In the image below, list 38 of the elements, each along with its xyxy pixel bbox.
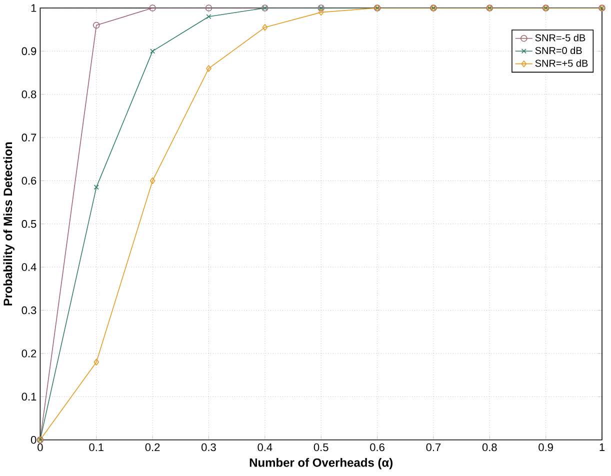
- x-tick-label: 0.7: [426, 443, 441, 452]
- y-axis-title: Probability of Miss Detection: [3, 142, 15, 306]
- x-tick-label: 0.3: [202, 443, 216, 452]
- point: [150, 177, 156, 184]
- legend-label: SNR=-5 dB: [535, 34, 586, 42]
- point: [92, 22, 100, 29]
- y-tick-label: 0.3: [22, 306, 36, 314]
- x-tick-label: 0.8: [482, 443, 497, 452]
- point: [205, 4, 212, 12]
- y-tick-label: 0.4: [22, 263, 36, 272]
- point: [149, 4, 156, 12]
- x-axis-title: Number of Overheads (α): [250, 458, 393, 470]
- y-tick-label: 0.6: [22, 176, 36, 185]
- y-tick-label: 0.1: [22, 392, 36, 401]
- point: [206, 65, 212, 72]
- x-tick-label: 0.2: [145, 443, 160, 452]
- legend-label: SNR=+5 dB: [535, 60, 588, 67]
- point: [150, 48, 156, 54]
- point: [262, 24, 268, 31]
- x-tick-label: 0: [38, 443, 43, 452]
- y-tick-label: 0.8: [22, 90, 36, 98]
- y-tick-label: 0.7: [22, 134, 36, 142]
- point: [206, 14, 212, 20]
- y-tick-label: 0.9: [22, 47, 36, 56]
- point: [318, 8, 324, 16]
- point: [94, 184, 99, 190]
- x-tick-label: 1: [600, 443, 605, 452]
- x-tick-label: 0.5: [314, 443, 328, 452]
- y-tick-label: 0.5: [22, 220, 36, 228]
- x-tick-label: 0.1: [89, 443, 104, 452]
- x-tick-label: 0.6: [370, 443, 384, 452]
- legend-label: SNR=0 dB: [535, 46, 582, 54]
- y-tick-label: 0.2: [22, 350, 36, 358]
- x-tick-label: 0.4: [258, 443, 272, 452]
- point: [94, 358, 100, 366]
- y-tick-label: 1: [31, 4, 36, 12]
- y-tick-label: 0: [30, 436, 36, 444]
- x-tick-label: 0.9: [538, 443, 553, 452]
